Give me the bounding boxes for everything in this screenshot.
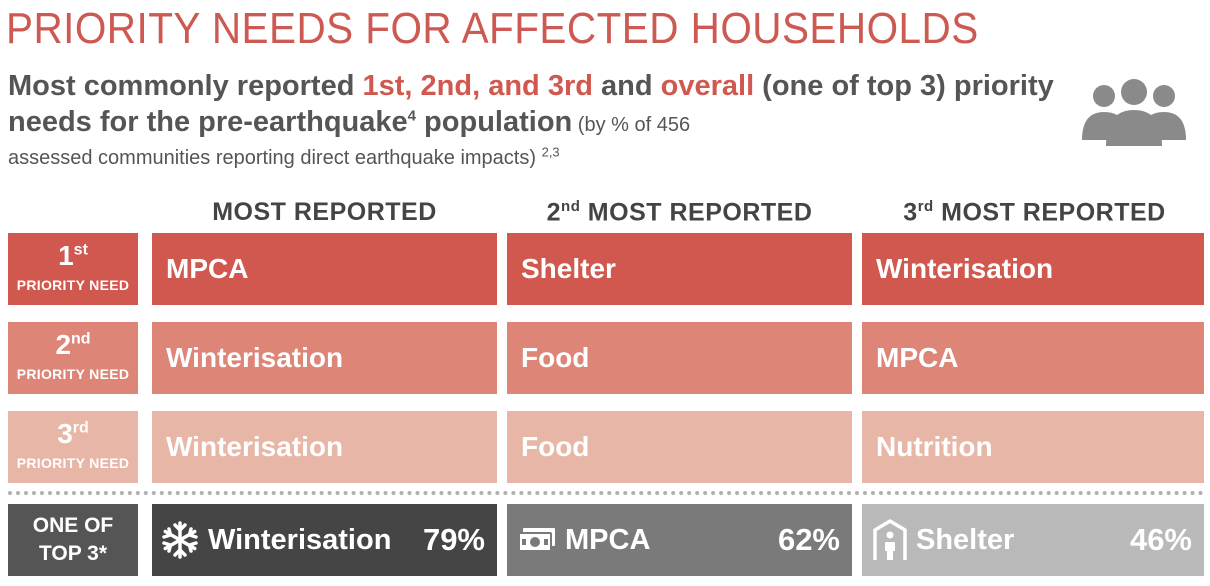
subtitle-footnote-refs: 2,3 [541, 144, 560, 160]
dotted-divider [8, 491, 1204, 495]
subtitle-part1: Most commonly reported [8, 70, 363, 102]
snowflake-icon [160, 520, 200, 560]
subtitle-part3: (one of top 3) priority needs for the pr… [8, 70, 1054, 138]
cell-3rd-most-reported: Winterisation [152, 411, 497, 483]
row-sub-label: PRIORITY NEED [16, 455, 130, 471]
top3-label: ONE OF TOP 3* [8, 504, 138, 576]
people-group-icon [1082, 79, 1186, 146]
column-header-most-reported: MOST REPORTED [152, 198, 497, 230]
column-header-ord: 2 [546, 198, 562, 227]
column-header-sup: nd [561, 198, 581, 215]
top3-label-line2: TOP 3* [38, 542, 108, 565]
column-header-ord: 3 [903, 198, 918, 227]
top3-item-name: Shelter [916, 523, 1015, 556]
row-sub-label: PRIORITY NEED [16, 366, 130, 382]
row-ord-sup: st [73, 241, 88, 259]
row-ord: 3 [57, 418, 73, 449]
column-header-sup: rd [917, 198, 934, 215]
row-ord: 2 [55, 329, 72, 360]
row-ord-sup: rd [72, 419, 89, 437]
shelter-icon [872, 518, 908, 562]
subtitle-part4: population [416, 106, 573, 138]
row-label-1st-priority: 1st PRIORITY NEED [8, 233, 138, 305]
column-header-label: MOST REPORTED [212, 198, 437, 226]
row-sub-label: PRIORITY NEED [16, 277, 130, 293]
subtitle-highlight-ranks: 1st, 2nd, and 3rd [362, 70, 593, 102]
subtitle-part2: and [592, 70, 661, 102]
cell-1st-3rd-most-reported: Winterisation [862, 233, 1204, 305]
subtitle-line3: assessed communities reporting direct ea… [8, 143, 1078, 173]
top3-item-name: Winterisation [208, 523, 392, 556]
cell-2nd-3rd-most-reported: MPCA [862, 322, 1204, 394]
cell-2nd-most-reported: Winterisation [152, 322, 497, 394]
page-title: PRIORITY NEEDS FOR AFFECTED HOUSEHOLDS [6, 4, 979, 53]
top3-label-line1: ONE OF [32, 514, 114, 537]
column-header-label: MOST REPORTED [933, 198, 1166, 227]
subtitle-small: (by % of 456 [572, 114, 691, 136]
cell-1st-most-reported: MPCA [152, 233, 497, 305]
top3-item-winterisation: Winterisation 79% [152, 504, 497, 576]
subtitle-line3-text: assessed communities reporting direct ea… [8, 147, 537, 169]
cell-3rd-3rd-most-reported: Nutrition [862, 411, 1204, 483]
top3-item-percent: 62% [777, 522, 840, 557]
subtitle-highlight-overall: overall [660, 70, 755, 102]
column-header-3rd-most-reported: 3rd MOST REPORTED [862, 198, 1207, 230]
row-label-3rd-priority: 3rd PRIORITY NEED [8, 411, 138, 483]
page-subtitle: Most commonly reported 1st, 2nd, and 3rd… [8, 68, 1078, 173]
cell-1st-2nd-most-reported: Shelter [507, 233, 852, 305]
top3-item-shelter: Shelter 46% [862, 504, 1204, 576]
column-header-2nd-most-reported: 2nd MOST REPORTED [507, 198, 852, 230]
top3-item-name: MPCA [565, 523, 651, 556]
cell-2nd-2nd-most-reported: Food [507, 322, 852, 394]
top3-item-percent: 79% [422, 522, 485, 557]
column-header-label: MOST REPORTED [580, 198, 813, 227]
row-label-2nd-priority: 2nd PRIORITY NEED [8, 322, 138, 394]
cash-icon [517, 526, 557, 554]
subtitle-footnote-ref: 4 [407, 107, 416, 125]
cell-3rd-2nd-most-reported: Food [507, 411, 852, 483]
top3-item-percent: 46% [1129, 522, 1192, 557]
row-ord: 1 [58, 240, 74, 271]
top3-item-mpca: MPCA 62% [507, 504, 852, 576]
row-ord-sup: nd [71, 330, 91, 348]
